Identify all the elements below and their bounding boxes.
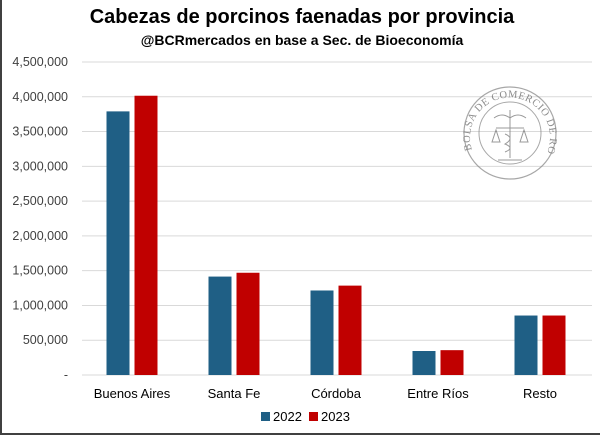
bars: [106, 95, 566, 376]
y-tick-label: 4,000,000: [12, 90, 68, 104]
x-category-label: Córdoba: [311, 386, 362, 401]
legend-label-2023: 2023: [321, 409, 350, 424]
legend-swatch-2022: [261, 412, 270, 421]
bar-2023-4: [542, 315, 566, 375]
y-tick-label: 500,000: [23, 333, 68, 347]
y-tick-label: 3,500,000: [12, 125, 68, 139]
bar-2022-1: [208, 276, 232, 375]
seal-text: BOLSA DE COMERCIO DE ROSARIO: [2, 0, 558, 156]
bar-2023-1: [236, 272, 260, 375]
y-tick-label: 2,500,000: [12, 194, 68, 208]
legend-label-2022: 2022: [273, 409, 302, 424]
y-tick-label: 3,000,000: [12, 159, 68, 173]
y-tick-label: 1,000,000: [12, 298, 68, 312]
bar-2022-2: [310, 290, 334, 375]
y-axis-ticks: - 500,000 1,000,000 1,500,000 2,000,000 2,500…: [12, 55, 68, 382]
bcr-seal-watermark: BOLSA DE COMERCIO DE ROSARIO: [2, 0, 558, 180]
x-axis-categories: Buenos Aires Santa Fe Córdoba Entre Ríos Res…: [94, 386, 557, 401]
x-category-label: Entre Ríos: [407, 386, 469, 401]
bar-2022-0: [106, 111, 130, 375]
x-category-label: Santa Fe: [208, 386, 261, 401]
y-tick-label: 2,000,000: [12, 229, 68, 243]
seal-inner-ring: [478, 101, 542, 165]
caduceus-scales-icon: [491, 110, 529, 161]
y-tick-label: 4,500,000: [12, 55, 68, 69]
chart-title: Cabezas de porcinos faenadas por provinc…: [89, 6, 515, 28]
gridlines: [82, 61, 592, 376]
chart-subtitle: @BCRmercados en base a Sec. de Bioeconom…: [140, 32, 464, 48]
bar-2023-3: [440, 350, 464, 375]
y-tick-label: 1,500,000: [12, 264, 68, 278]
x-category-label: Resto: [523, 386, 557, 401]
seal-outer-ring: [463, 86, 557, 180]
bar-2023-0: [134, 95, 158, 376]
bar-2022-3: [412, 351, 436, 375]
legend-swatch-2023: [309, 412, 318, 421]
bar-2023-2: [338, 285, 362, 375]
legend: 2022 2023: [261, 409, 350, 424]
y-tick-label: -: [64, 368, 68, 382]
x-category-label: Buenos Aires: [94, 386, 171, 401]
bar-2022-4: [514, 315, 538, 375]
